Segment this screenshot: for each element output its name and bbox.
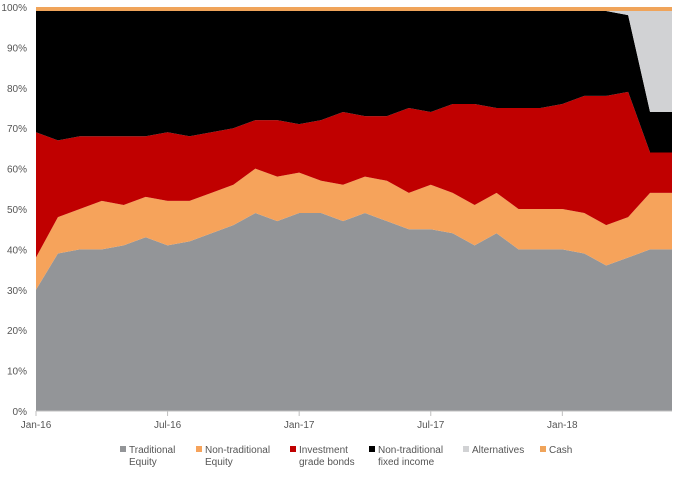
y-tick-label: 20%: [7, 326, 27, 337]
y-tick-label: 100%: [1, 3, 27, 14]
area-cash: [36, 7, 672, 12]
legend-item-alternatives: Alternatives: [463, 445, 524, 456]
y-tick-label: 30%: [7, 286, 27, 297]
legend-label: Investment: [299, 445, 348, 456]
area-investment-grade-bonds: [36, 91, 672, 258]
x-tick-label: Jan-18: [547, 420, 578, 431]
x-tick-label: Jul-16: [154, 420, 182, 431]
y-tick-label: 90%: [7, 43, 27, 54]
legend-label: Cash: [549, 445, 572, 456]
area-non-traditional-fixed-income: [36, 11, 672, 153]
y-tick-label: 80%: [7, 84, 27, 95]
legend-label: fixed income: [378, 457, 435, 468]
x-tick-label: Jul-17: [417, 420, 445, 431]
y-tick-label: 40%: [7, 245, 27, 256]
legend-item-cash: Cash: [540, 445, 572, 456]
area-non-traditional-equity: [36, 168, 672, 290]
legend-swatch: [369, 446, 375, 452]
y-tick-label: 10%: [7, 367, 27, 378]
y-tick-label: 60%: [7, 165, 27, 176]
legend-label: Equity: [205, 457, 233, 468]
legend-swatch: [120, 446, 126, 452]
legend-label: Traditional: [129, 445, 175, 456]
legend-swatch: [540, 446, 546, 452]
legend-label: Non-traditional: [205, 445, 270, 456]
area-series-group: [36, 7, 672, 411]
axes-group: 0% 10% 20% 30% 40% 50% 60% 70% 80% 90% 100% Jan-16 J…: [1, 3, 672, 431]
legend: TraditionalEquityNon-traditionalEquityIn…: [120, 445, 572, 468]
area-traditional-equity: [36, 213, 672, 411]
legend-label: Non-traditional: [378, 445, 443, 456]
legend-swatch: [463, 446, 469, 452]
legend-swatch: [196, 446, 202, 452]
legend-label: grade bonds: [299, 457, 355, 468]
legend-label: Alternatives: [472, 445, 524, 456]
x-tick-label: Jan-17: [284, 420, 315, 431]
y-tick-label: 70%: [7, 124, 27, 135]
y-tick-label: 50%: [7, 205, 27, 216]
x-tick-label: Jan-16: [21, 420, 52, 431]
legend-swatch: [290, 446, 296, 452]
legend-label: Equity: [129, 457, 157, 468]
y-tick-label: 0%: [13, 407, 28, 418]
